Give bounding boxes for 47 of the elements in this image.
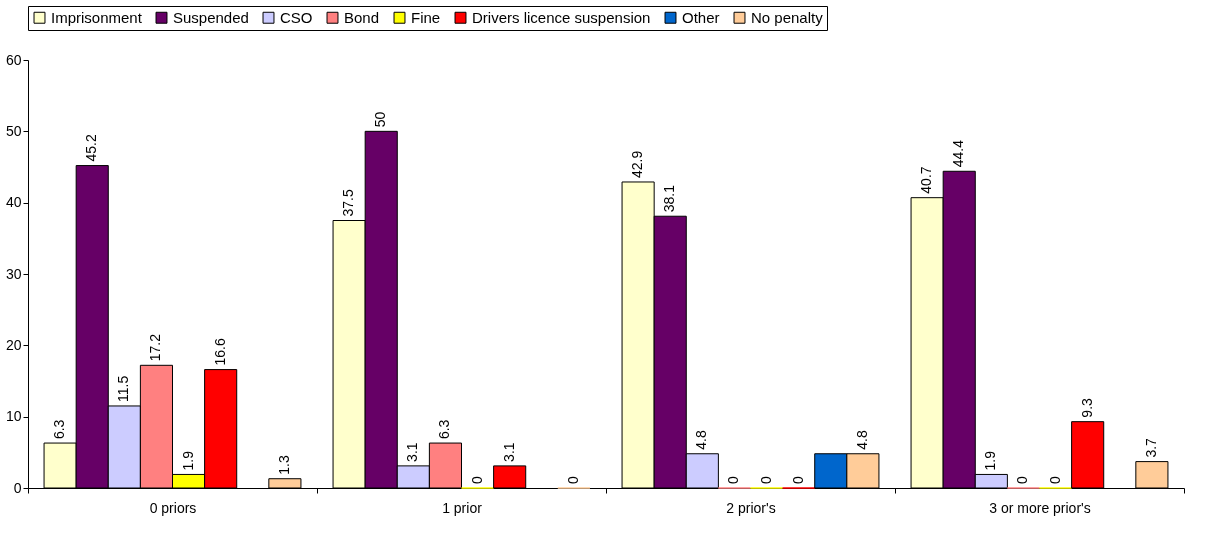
legend-label: Drivers licence suspension — [472, 8, 651, 26]
data-label: 3.1 — [404, 442, 421, 462]
data-label: 0 — [1014, 476, 1031, 484]
legend-label: Imprisonment — [51, 8, 143, 26]
data-label: 1.9 — [982, 450, 999, 471]
data-label: 17.2 — [147, 333, 164, 362]
legend-label: Suspended — [173, 8, 249, 26]
x-tick-label: 3 or more prior's — [989, 499, 1091, 516]
data-label: 4.8 — [693, 430, 710, 450]
data-label: 0 — [564, 476, 581, 484]
data-label: 16.6 — [211, 338, 228, 366]
y-tick-label: 0 — [13, 479, 22, 496]
data-label: 11.5 — [115, 375, 132, 402]
legend-label: Bond — [344, 8, 380, 26]
data-label: 45.2 — [83, 134, 100, 162]
y-tick-label: 10 — [5, 408, 22, 425]
data-label: 44.4 — [950, 139, 967, 168]
legend-label: Fine — [411, 8, 441, 26]
data-label: 4.8 — [853, 430, 870, 450]
data-label: 1.9 — [179, 450, 196, 471]
data-label: 3.7 — [1142, 437, 1159, 458]
y-tick-label: 20 — [5, 336, 22, 353]
data-label: 6.3 — [51, 419, 68, 440]
y-tick-label: 40 — [5, 194, 22, 211]
data-label: 0 — [725, 476, 742, 484]
data-label: 37.5 — [340, 189, 357, 217]
data-label: 38.1 — [661, 184, 678, 213]
data-label: 0 — [468, 476, 485, 484]
data-label: 1.3 — [275, 455, 292, 475]
data-label: 0 — [1046, 476, 1063, 484]
x-tick-label: 1 prior — [442, 499, 483, 516]
x-tick-label: 0 priors — [149, 499, 197, 516]
data-label: 9.3 — [1078, 397, 1095, 418]
legend-label: No penalty — [751, 8, 824, 26]
legend-label: Other — [682, 8, 720, 26]
data-label: 6.3 — [436, 419, 453, 440]
legend-label: CSO — [280, 8, 313, 26]
data-label: 40.7 — [918, 166, 935, 194]
data-label: 0 — [789, 476, 806, 484]
data-label: 3.1 — [500, 442, 517, 462]
y-tick-label: 30 — [5, 265, 22, 282]
y-tick-label: 50 — [5, 122, 22, 139]
data-label: 50 — [372, 111, 389, 128]
data-label: 42.9 — [629, 150, 646, 178]
x-tick-label: 2 prior's — [726, 499, 776, 516]
y-tick-label: 60 — [5, 51, 22, 68]
data-label: 0 — [757, 476, 774, 484]
